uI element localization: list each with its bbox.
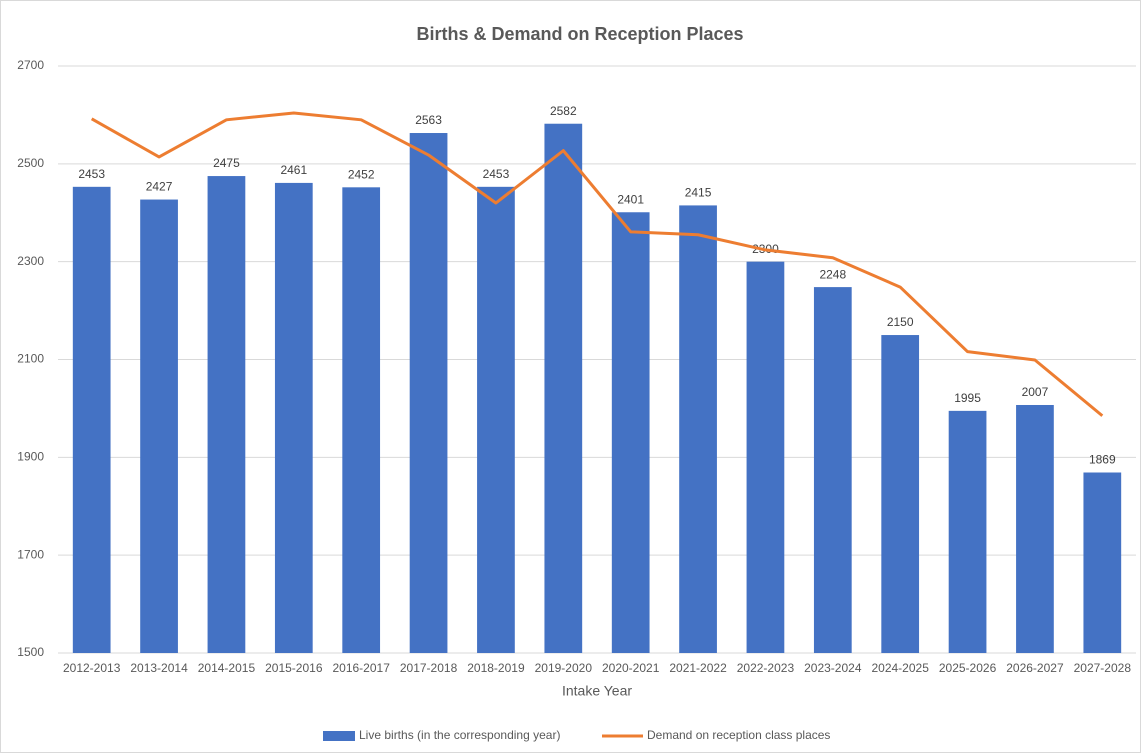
x-tick-label: 2017-2018	[400, 661, 458, 675]
x-tick-label: 2018-2019	[467, 661, 525, 675]
data-label: 2563	[415, 113, 442, 127]
x-tick-label: 2025-2026	[939, 661, 997, 675]
bar	[342, 187, 381, 653]
y-tick-label: 2500	[17, 156, 44, 170]
bar	[746, 261, 785, 653]
data-label: 2248	[819, 267, 846, 281]
legend-label: Demand on reception class places	[647, 728, 830, 742]
x-tick-label: 2013-2014	[130, 661, 188, 675]
x-tick-label: 2016-2017	[332, 661, 390, 675]
bar	[409, 133, 448, 653]
y-tick-label: 1900	[17, 450, 44, 464]
x-tick-label: 2022-2023	[737, 661, 795, 675]
x-tick-label: 2027-2028	[1074, 661, 1132, 675]
data-label: 2453	[483, 167, 510, 181]
data-label: 2461	[280, 163, 307, 177]
bar	[1083, 472, 1122, 653]
x-tick-label: 2015-2016	[265, 661, 323, 675]
bar	[207, 176, 246, 653]
data-label: 2427	[146, 180, 173, 194]
y-tick-label: 2700	[17, 58, 44, 72]
bar	[477, 186, 515, 654]
bar	[611, 212, 650, 653]
y-tick-label: 2300	[17, 254, 44, 268]
y-tick-label: 1500	[17, 645, 44, 659]
data-label: 2007	[1022, 385, 1049, 399]
x-tick-label: 2023-2024	[804, 661, 862, 675]
bar	[1016, 404, 1054, 653]
legend-swatch	[323, 731, 355, 741]
chart-title: Births & Demand on Reception Places	[416, 24, 743, 44]
x-tick-label: 2012-2013	[63, 661, 121, 675]
data-label: 2150	[887, 315, 914, 329]
data-label: 2582	[550, 104, 577, 118]
y-tick-label: 2100	[17, 352, 44, 366]
bar	[813, 287, 852, 653]
x-tick-label: 2026-2027	[1006, 661, 1064, 675]
bar	[948, 410, 987, 653]
data-label: 2401	[617, 192, 644, 206]
data-label: 1869	[1089, 453, 1116, 467]
x-axis-title: Intake Year	[562, 683, 632, 699]
x-tick-label: 2020-2021	[602, 661, 660, 675]
bar	[544, 123, 583, 653]
data-label: 2453	[78, 167, 105, 181]
data-label: 1995	[954, 391, 981, 405]
bar	[72, 186, 111, 654]
legend-label: Live births (in the corresponding year)	[359, 728, 560, 742]
data-label: 2452	[348, 167, 375, 181]
bar	[881, 335, 920, 653]
x-tick-label: 2019-2020	[535, 661, 593, 675]
data-label: 2475	[213, 156, 240, 170]
y-tick-label: 1700	[17, 547, 44, 561]
x-tick-label: 2014-2015	[198, 661, 256, 675]
x-tick-label: 2024-2025	[871, 661, 929, 675]
line	[90, 111, 1104, 417]
bar	[140, 199, 178, 654]
data-label: 2415	[685, 186, 712, 200]
bar	[274, 182, 313, 653]
x-tick-label: 2021-2022	[669, 661, 727, 675]
bar	[679, 205, 717, 653]
